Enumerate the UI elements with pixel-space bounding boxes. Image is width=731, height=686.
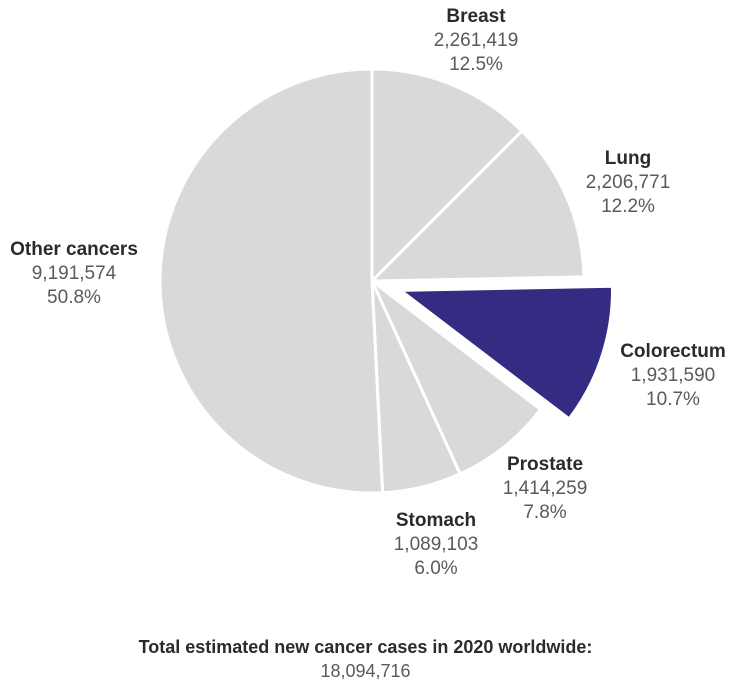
label-other-cancers-percent: 50.8% bbox=[47, 287, 101, 308]
label-other-cancers-name: Other cancers bbox=[10, 239, 138, 260]
label-stomach-percent: 6.0% bbox=[414, 558, 458, 579]
total-title: Total estimated new cancer cases in 2020… bbox=[138, 637, 593, 657]
label-stomach-name: Stomach bbox=[395, 510, 477, 531]
label-prostate-value: 1,414,259 bbox=[502, 478, 588, 499]
total-value: 18,094,716 bbox=[320, 661, 411, 681]
label-lung-percent: 12.2% bbox=[601, 196, 655, 217]
label-colorectum: Colorectum 1,931,590 10.7% bbox=[620, 340, 726, 412]
pie-slice-colorectum bbox=[399, 284, 614, 421]
label-colorectum-percent: 10.7% bbox=[646, 389, 700, 410]
label-stomach-value: 1,089,103 bbox=[393, 534, 479, 555]
label-colorectum-value: 1,931,590 bbox=[630, 365, 716, 386]
label-breast-percent: 12.5% bbox=[449, 54, 503, 75]
label-prostate: Prostate 1,414,259 7.8% bbox=[503, 453, 588, 525]
label-lung-name: Lung bbox=[604, 148, 652, 169]
total-caption: Total estimated new cancer cases in 2020… bbox=[0, 635, 731, 683]
label-other-cancers-value: 9,191,574 bbox=[31, 263, 117, 284]
pie-slice-other-cancers bbox=[158, 67, 385, 495]
pie-slice-lung bbox=[370, 129, 586, 283]
pie-slice-breast bbox=[370, 67, 524, 283]
label-prostate-name: Prostate bbox=[506, 454, 584, 475]
label-lung: Lung 2,206,771 12.2% bbox=[586, 147, 671, 219]
label-breast-name: Breast bbox=[446, 6, 506, 27]
label-lung-value: 2,206,771 bbox=[585, 172, 671, 193]
label-prostate-percent: 7.8% bbox=[523, 502, 567, 523]
label-other-cancers: Other cancers 9,191,574 50.8% bbox=[10, 238, 138, 310]
label-colorectum-name: Colorectum bbox=[620, 341, 726, 362]
label-stomach: Stomach 1,089,103 6.0% bbox=[394, 509, 479, 581]
label-breast: Breast 2,261,419 12.5% bbox=[434, 5, 519, 77]
pie-slice-prostate bbox=[370, 279, 543, 476]
label-breast-value: 2,261,419 bbox=[433, 30, 519, 51]
pie-slices bbox=[158, 67, 614, 495]
